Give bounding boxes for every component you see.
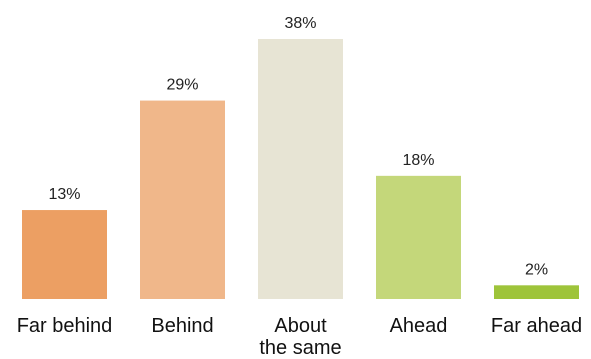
category-label-3: Ahead — [390, 315, 448, 337]
value-label-2: 38% — [284, 15, 316, 32]
bar-3 — [376, 175, 461, 299]
bar-4 — [494, 285, 579, 299]
value-label-4: 2% — [525, 261, 548, 278]
value-label-1: 29% — [166, 77, 198, 94]
value-label-0: 13% — [48, 186, 80, 203]
category-label-4: Far ahead — [491, 315, 582, 337]
category-label-0: Far behind — [17, 315, 113, 337]
value-label-3: 18% — [402, 152, 434, 169]
category-label-2-line-0: About — [274, 315, 327, 337]
category-label-2-line-1: the same — [259, 337, 341, 359]
bar-1 — [140, 100, 225, 299]
bar-0 — [22, 210, 107, 299]
category-label-1: Behind — [151, 315, 213, 337]
bar-2 — [258, 39, 343, 299]
